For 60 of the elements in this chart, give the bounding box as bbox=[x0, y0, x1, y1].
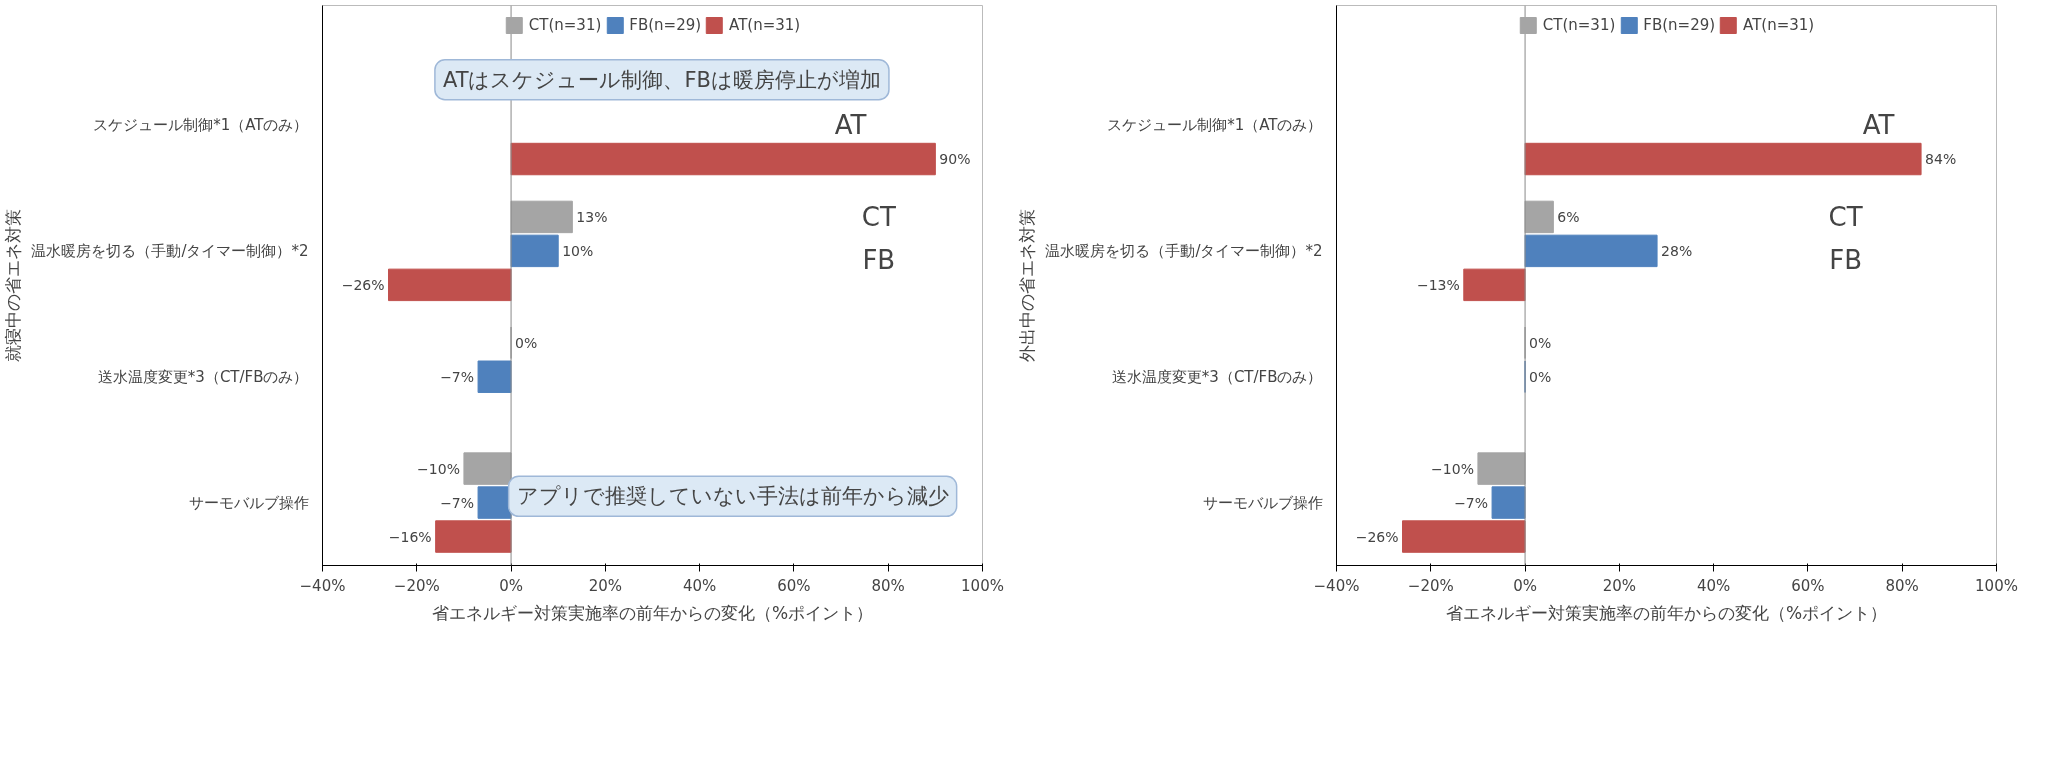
data-label: −7% bbox=[440, 494, 475, 511]
legend-label: CT(n=31) bbox=[528, 16, 602, 34]
y-tick-label: サーモバルブ操作 bbox=[188, 493, 309, 512]
legend-label: AT(n=31) bbox=[1743, 16, 1815, 34]
annotation: AT bbox=[834, 110, 867, 141]
x-tick-label: 40% bbox=[1696, 576, 1731, 595]
x-tick-label: 80% bbox=[871, 576, 905, 595]
legend-label: FB(n=29) bbox=[1643, 16, 1716, 34]
x-tick-label: 0% bbox=[1513, 576, 1537, 595]
y-tick-label: 温水暖房を切る（手動/タイマー制御）*2 bbox=[31, 241, 309, 260]
x-tick-label: 20% bbox=[1602, 576, 1637, 595]
data-label: −26% bbox=[1355, 528, 1399, 545]
data-label: 0% bbox=[1529, 334, 1552, 351]
x-tick-label: −20% bbox=[393, 576, 440, 595]
x-axis-title: 省エネルギー対策実施率の前年からの変化（%ポイント） bbox=[431, 602, 874, 623]
data-label: 13% bbox=[576, 208, 608, 225]
data-label: −7% bbox=[440, 368, 475, 385]
data-label: −16% bbox=[388, 528, 432, 545]
x-tick-label: −40% bbox=[299, 576, 346, 595]
legend-label: FB(n=29) bbox=[629, 16, 702, 34]
y-tick-label: スケジュール制御*1（ATのみ） bbox=[93, 116, 309, 135]
annotation: アプリで推奨していない手法は前年から減少 bbox=[516, 484, 949, 509]
annotation: FB bbox=[862, 244, 896, 275]
legend-label: AT(n=31) bbox=[729, 16, 801, 34]
data-label: 0% bbox=[515, 334, 538, 351]
x-tick-label: 100% bbox=[1975, 576, 2018, 595]
data-label: 10% bbox=[562, 242, 594, 259]
y-axis-title: 就寝中の省エネ対策 bbox=[3, 209, 24, 362]
annotation: AT bbox=[1862, 110, 1895, 141]
data-label: −10% bbox=[1431, 460, 1474, 477]
y-tick-label: 送水温度変更*3（CT/FBのみ） bbox=[1111, 367, 1323, 386]
x-tick-label: 80% bbox=[1885, 576, 1919, 595]
x-tick-label: 20% bbox=[588, 576, 623, 595]
data-label: −7% bbox=[1454, 494, 1489, 511]
annotation: ATはスケジュール制御、FBは暖房停止が増加 bbox=[442, 67, 881, 92]
data-label: 90% bbox=[939, 151, 971, 168]
x-tick-label: −20% bbox=[1407, 576, 1454, 595]
annotation: CT bbox=[1828, 201, 1863, 232]
data-label: −10% bbox=[417, 460, 460, 477]
x-tick-label: 0% bbox=[499, 576, 523, 595]
x-tick-label: −40% bbox=[1313, 576, 1360, 595]
data-label: 0% bbox=[1529, 368, 1552, 385]
data-label: 6% bbox=[1557, 208, 1580, 225]
data-label: 28% bbox=[1661, 242, 1693, 259]
x-axis-title: 省エネルギー対策実施率の前年からの変化（%ポイント） bbox=[1445, 602, 1888, 623]
x-tick-label: 60% bbox=[777, 576, 811, 595]
y-tick-label: スケジュール制御*1（ATのみ） bbox=[1107, 116, 1323, 135]
annotation: FB bbox=[1829, 244, 1863, 275]
data-label: −13% bbox=[1416, 276, 1460, 293]
data-label: 84% bbox=[1925, 151, 1957, 168]
y-tick-label: 送水温度変更*3（CT/FBのみ） bbox=[97, 367, 309, 386]
annotation: CT bbox=[861, 201, 896, 232]
y-tick-label: サーモバルブ操作 bbox=[1202, 493, 1323, 512]
y-axis-title: 外出中の省エネ対策 bbox=[1017, 209, 1038, 362]
x-tick-label: 100% bbox=[961, 576, 1004, 595]
legend-label: CT(n=31) bbox=[1542, 16, 1616, 34]
x-tick-label: 40% bbox=[682, 576, 717, 595]
y-tick-label: 温水暖房を切る（手動/タイマー制御）*2 bbox=[1045, 241, 1323, 260]
x-tick-label: 60% bbox=[1791, 576, 1825, 595]
data-label: −26% bbox=[341, 276, 385, 293]
